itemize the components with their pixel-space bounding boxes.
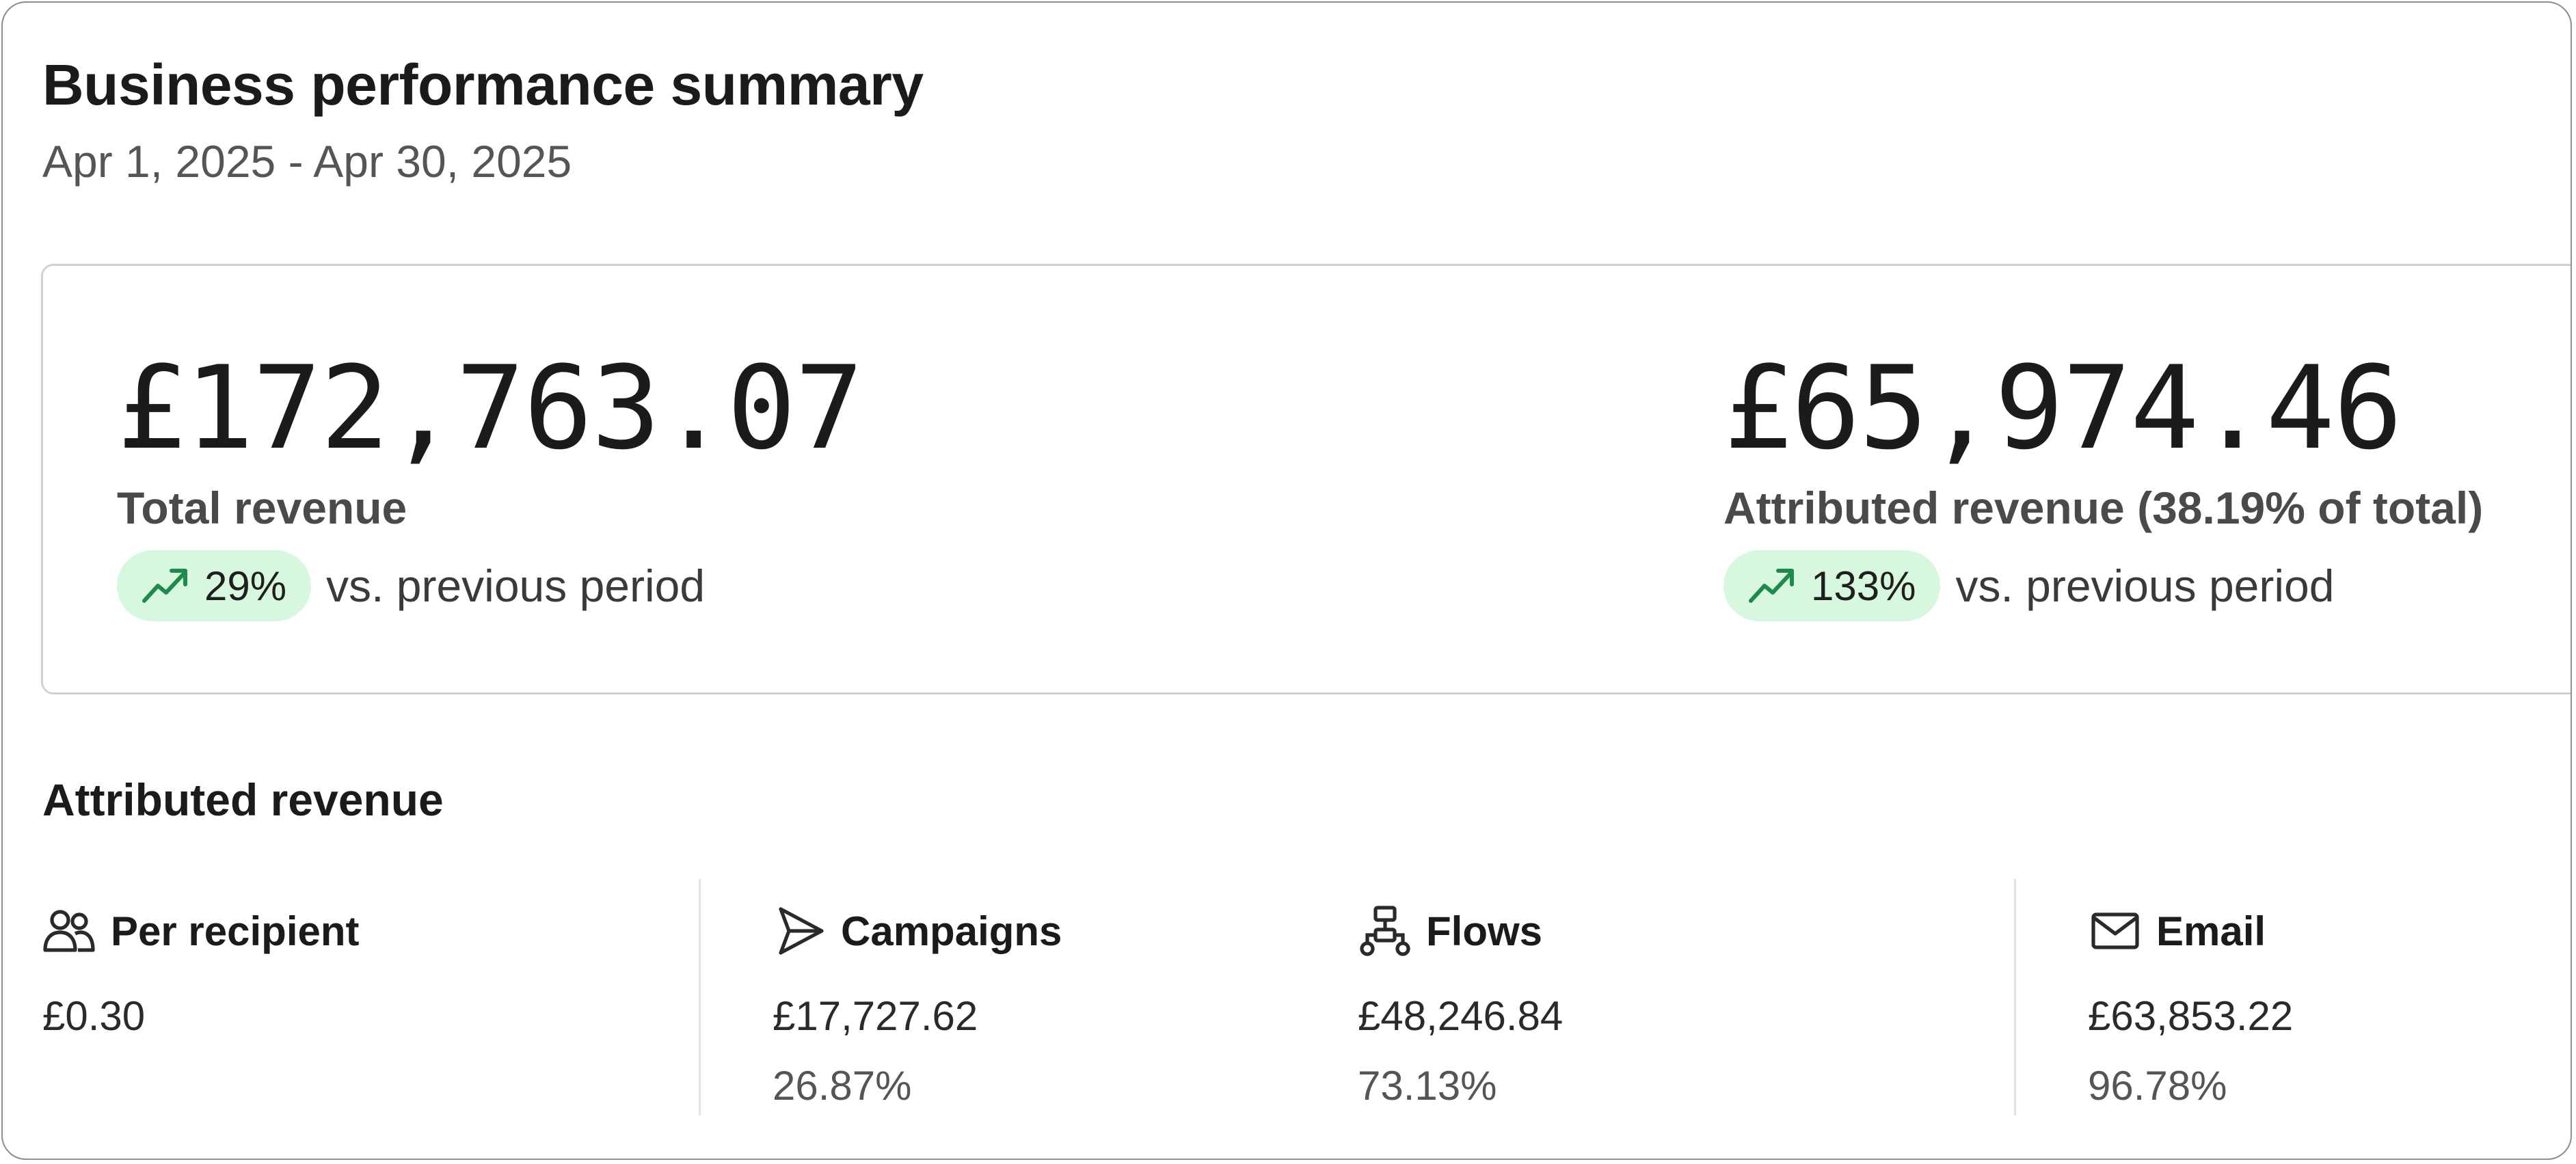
divider	[2014, 879, 2016, 1115]
send-icon	[779, 907, 824, 955]
flow-icon	[1360, 906, 1410, 956]
change-badge: 29%	[117, 550, 312, 621]
attributed-revenue-label: Attributed revenue (38.19% of total)	[1723, 483, 2484, 533]
attributed-revenue-value: £65,974.46	[1723, 341, 2402, 475]
channel-name: Campaigns	[841, 908, 1062, 954]
change-percent: 133%	[1811, 563, 1916, 609]
channel-percent: 96.78%	[2088, 1063, 2227, 1109]
mail-icon	[2091, 912, 2139, 949]
trend-up-icon	[142, 569, 187, 603]
change-suffix: vs. previous period	[1955, 560, 2335, 611]
date-range: Apr 1, 2025 - Apr 30, 2025	[42, 136, 572, 187]
channel-value: £63,853.22	[2088, 993, 2294, 1039]
channel-campaigns: Campaigns £17,727.62 26.87%	[773, 904, 1062, 1109]
change-badge: 133%	[1723, 550, 1941, 621]
channel-percent: 26.87%	[773, 1063, 912, 1109]
total-revenue-value: £172,763.07	[117, 341, 864, 475]
total-revenue-label: Total revenue	[117, 483, 407, 533]
total-revenue-change: 29% vs. previous period	[117, 550, 705, 621]
attributed-revenue-title: Attributed revenue	[42, 774, 444, 825]
channel-value: £0.30	[42, 993, 146, 1039]
page-title: Business performance summary	[42, 53, 924, 117]
channel-per-recipient: Per recipient £0.30	[42, 904, 360, 1040]
divider	[699, 879, 701, 1115]
channel-email: Email £63,853.22 96.78%	[2088, 904, 2293, 1109]
revenue-summary-card: £172,763.07 Total revenue 29% vs. previo…	[41, 264, 2571, 694]
trend-up-icon	[1749, 569, 1794, 603]
attributed-revenue-change: 133% vs. previous period	[1723, 550, 2334, 621]
channel-percent: 73.13%	[1358, 1063, 1497, 1109]
channel-name: Flows	[1426, 908, 1543, 954]
change-suffix: vs. previous period	[326, 560, 706, 611]
channel-flows: Flows £48,246.84 73.13%	[1358, 904, 1563, 1109]
channel-name: Per recipient	[111, 908, 360, 954]
channel-value: £48,246.84	[1358, 993, 1564, 1039]
change-percent: 29%	[204, 563, 287, 609]
channel-name: Email	[2156, 908, 2266, 954]
channel-value: £17,727.62	[773, 993, 978, 1039]
users-icon	[43, 910, 95, 952]
